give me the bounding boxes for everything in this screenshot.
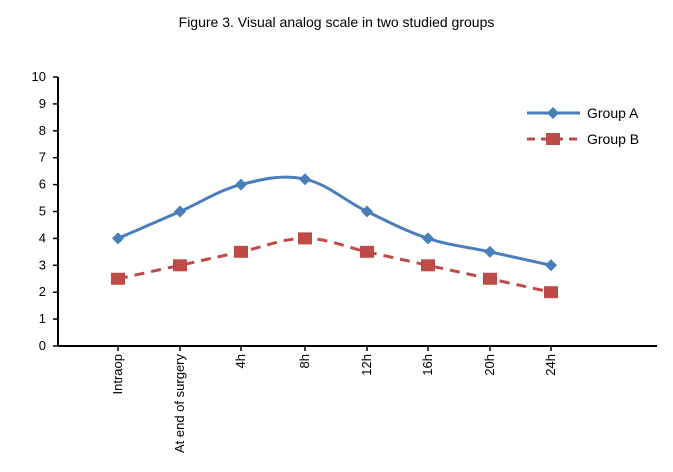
x-tick-label: 8h	[297, 354, 312, 368]
legend-item: Group B	[527, 131, 639, 147]
x-tick-label: 4h	[233, 354, 248, 368]
legend-item: Group A	[527, 105, 639, 121]
data-point	[173, 259, 187, 272]
data-point	[483, 272, 497, 285]
data-point	[174, 205, 186, 218]
y-tick-label: 2	[39, 284, 46, 299]
y-tick-label: 3	[39, 257, 46, 272]
y-tick-label: 9	[39, 96, 46, 111]
y-tick-label: 0	[39, 338, 46, 353]
y-tick-label: 10	[32, 69, 46, 84]
series-line	[117, 236, 552, 294]
series-group-a	[112, 173, 557, 272]
legend-marker	[546, 133, 560, 145]
y-tick-label: 6	[39, 177, 46, 192]
data-point	[545, 259, 557, 272]
data-point	[422, 232, 434, 245]
data-point	[484, 245, 496, 258]
x-tick-label: 12h	[359, 354, 374, 376]
series-group	[111, 173, 558, 299]
x-tick-label: 16h	[420, 354, 435, 376]
data-point	[298, 232, 312, 245]
legend-marker	[547, 107, 559, 119]
data-point	[361, 205, 373, 218]
y-tick-label: 5	[39, 204, 46, 219]
y-tick-label: 8	[39, 123, 46, 138]
series-group-b	[111, 232, 558, 299]
data-point	[544, 286, 558, 299]
x-tick-label: 24h	[543, 354, 558, 376]
legend-label: Group A	[587, 105, 639, 121]
y-tick-label: 1	[39, 311, 46, 326]
data-point	[299, 173, 311, 186]
legend: Group A Group B	[527, 105, 639, 147]
chart-title: Figure 3. Visual analog scale in two stu…	[178, 14, 495, 30]
y-axis-ticks: 0 1 2 3 4 5 6 7 8 9 10	[32, 69, 58, 353]
x-axis-ticks: Intraop At end of surgery 4h 8h 12h 16h 20h 24h	[110, 346, 558, 453]
data-point	[234, 245, 248, 258]
x-tick-label: At end of surgery	[172, 354, 187, 453]
axes	[57, 77, 657, 347]
x-tick-label: Intraop	[110, 354, 125, 394]
data-point	[360, 245, 374, 258]
legend-label: Group B	[587, 131, 639, 147]
y-tick-label: 7	[39, 150, 46, 165]
data-point	[112, 232, 124, 245]
x-tick-label: 20h	[482, 354, 497, 376]
data-point	[111, 272, 125, 285]
data-point	[421, 259, 435, 272]
data-point	[235, 178, 247, 191]
y-tick-label: 4	[39, 230, 46, 245]
